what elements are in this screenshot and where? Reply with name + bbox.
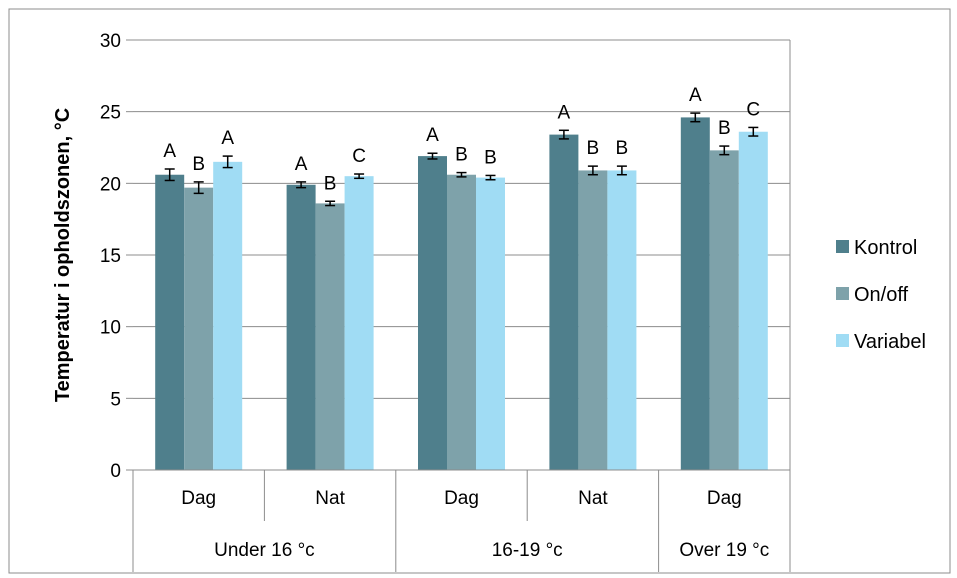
significance-label: B	[455, 145, 468, 166]
bar	[549, 134, 579, 470]
significance-label: C	[352, 146, 366, 167]
significance-label: A	[163, 141, 176, 162]
bar	[709, 150, 739, 470]
significance-label: B	[587, 138, 600, 159]
bars	[155, 112, 768, 471]
legend-entry: Variabel	[854, 331, 926, 353]
axes	[126, 39, 791, 572]
x-tick-label: Nat	[315, 488, 345, 509]
significance-label: B	[192, 154, 205, 175]
significance-label: B	[718, 118, 731, 139]
y-tick-label: 10	[100, 318, 121, 339]
legend-swatch	[836, 334, 849, 347]
y-tick-label: 15	[100, 246, 121, 267]
bar	[213, 161, 243, 471]
y-tick-label: 25	[100, 103, 121, 124]
significance-label: A	[689, 85, 702, 106]
legend-swatch	[836, 240, 849, 253]
y-tick-label: 20	[100, 174, 121, 195]
bar	[680, 117, 710, 471]
significance-label: B	[324, 173, 337, 194]
significance-label: A	[295, 154, 308, 175]
bar	[607, 170, 637, 470]
bar	[286, 184, 316, 470]
bar	[344, 176, 374, 470]
bar	[476, 177, 505, 470]
x-tick-label: Dag	[444, 488, 479, 509]
bar	[155, 174, 185, 470]
x-tick-label: Nat	[578, 488, 608, 509]
significance-label: A	[558, 102, 571, 123]
bar	[447, 174, 476, 470]
group-label: 16-19 °c	[492, 540, 563, 561]
gridlines	[133, 39, 790, 399]
bar	[184, 187, 214, 470]
significance-label: A	[426, 125, 439, 146]
legend: Kontrol On/off Variabel	[836, 237, 926, 353]
significance-label: B	[616, 138, 629, 159]
y-tick-label: 5	[110, 389, 121, 410]
y-tick-label: 30	[100, 31, 121, 52]
x-tick-label: Dag	[181, 488, 216, 509]
significance-label: A	[221, 128, 234, 149]
legend-entry: Kontrol	[854, 237, 917, 259]
x-tick-label: Dag	[707, 488, 742, 509]
bar	[738, 131, 768, 470]
bar	[418, 156, 447, 470]
bar	[315, 203, 345, 470]
y-axis-title: Temperatur i opholdszonen, °C	[52, 108, 74, 402]
group-label: Over 19 °c	[679, 540, 769, 561]
group-label: Under 16 °c	[214, 540, 315, 561]
legend-entry: On/off	[854, 284, 909, 306]
legend-swatch	[836, 287, 849, 300]
significance-label: B	[484, 147, 497, 168]
bar	[578, 170, 608, 470]
significance-label: C	[746, 99, 760, 120]
y-tick-label: 0	[110, 461, 121, 482]
